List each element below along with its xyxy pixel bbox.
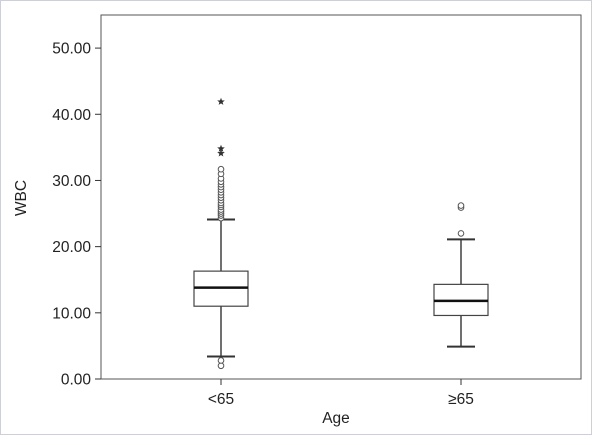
y-tick-label: 30.00 xyxy=(52,173,91,190)
box-group xyxy=(433,202,489,348)
plot-area xyxy=(100,14,582,380)
x-tick-label: <65 xyxy=(208,391,234,408)
outlier-point xyxy=(457,230,465,237)
outlier-point xyxy=(457,202,465,209)
outlier-point xyxy=(217,357,225,364)
outlier-point xyxy=(217,165,225,173)
y-tick-label: 10.00 xyxy=(52,305,91,322)
extreme-point xyxy=(217,149,225,157)
y-tick-label: 0.00 xyxy=(61,372,92,389)
outlier-point xyxy=(217,362,225,370)
y-axis: 0.00 10.00 20.00 30.00 40.00 50.00 xyxy=(52,41,101,389)
y-tick-label: 50.00 xyxy=(52,41,91,58)
x-tick-label: ≥65 xyxy=(448,391,474,408)
boxes xyxy=(193,97,489,370)
box-group xyxy=(193,97,249,370)
extreme-point xyxy=(217,97,225,105)
x-axis-title: Age xyxy=(322,410,350,427)
x-axis: <65 ≥65 xyxy=(208,379,474,408)
y-axis-title: WBC xyxy=(13,180,30,216)
y-tick-label: 40.00 xyxy=(52,107,91,124)
y-tick-label: 20.00 xyxy=(52,239,91,256)
extreme-point xyxy=(217,144,225,152)
